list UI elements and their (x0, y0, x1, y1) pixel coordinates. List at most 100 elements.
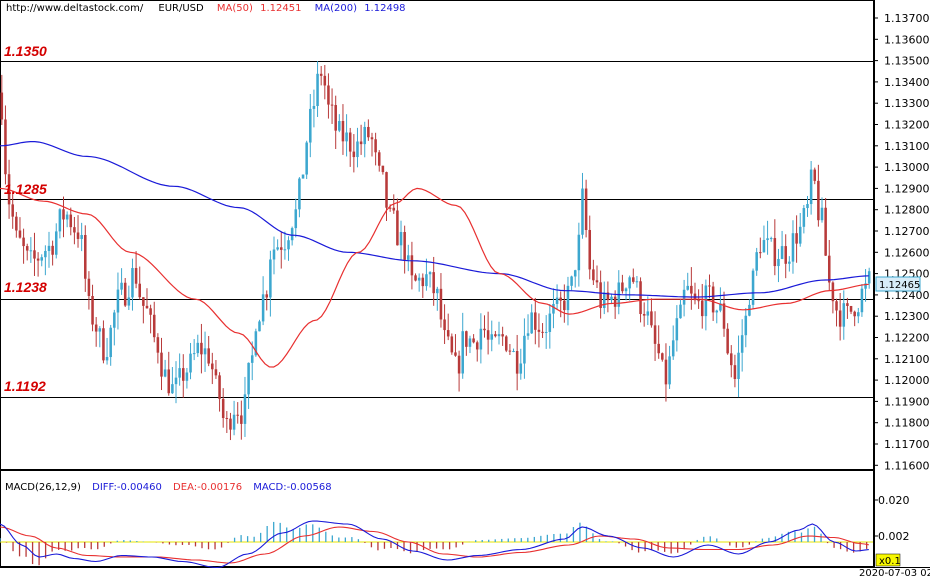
candle-body (76, 232, 80, 239)
candle-body (849, 305, 853, 312)
candle-body (309, 108, 312, 143)
candle-body (686, 285, 689, 290)
candle-body (236, 414, 239, 416)
candle-body (54, 231, 58, 255)
candle-body (22, 237, 25, 247)
candle-body (171, 384, 174, 394)
candle-body (646, 311, 650, 316)
level-label-1: 1.1350 (4, 43, 47, 59)
level-lines (0, 61, 873, 398)
macd-title: MACD(26,12,9) (5, 482, 81, 493)
candle-body (15, 216, 18, 231)
candle-body (690, 285, 693, 294)
candle-body (189, 353, 192, 373)
current-price-label: 1.12465 (879, 280, 920, 291)
macd-macd-value: MACD:-0.00568 (253, 482, 332, 493)
candle-body (192, 353, 196, 355)
candle-body (243, 394, 247, 424)
candle-body (523, 335, 526, 364)
price-tick-label: 1.12400 (884, 289, 930, 302)
candle-body (708, 285, 711, 287)
macd-header: MACD(26,12,9) DIFF:-0.00460 DEA:-0.00176… (5, 482, 332, 493)
candle-body (403, 232, 406, 260)
candle-body (864, 283, 867, 289)
candle-body (44, 250, 47, 258)
candle-body (446, 330, 450, 337)
current-price-box (875, 276, 921, 292)
candle-body (363, 126, 367, 145)
candle-body (653, 325, 657, 344)
candle-body (555, 297, 559, 304)
candle-body (668, 356, 671, 385)
price-tick-label: 1.12100 (884, 353, 930, 366)
price-tick-label: 1.13600 (884, 33, 930, 46)
candle-body (566, 285, 570, 311)
source-url[interactable]: http://www.deltastock.com/ (6, 3, 144, 14)
candle-body (182, 368, 185, 381)
candle-body (526, 333, 530, 336)
candle-body (377, 152, 381, 166)
candle-body (454, 352, 457, 356)
candle-body (69, 214, 73, 228)
candle-body (671, 340, 675, 357)
candle-body (730, 353, 733, 366)
candle-body (530, 312, 533, 334)
candle-body (174, 377, 178, 385)
candles (0, 61, 871, 441)
candle-body (610, 296, 613, 301)
candle-body (225, 417, 229, 419)
candle-body (827, 255, 831, 283)
candle-body (820, 207, 824, 221)
ma50-label: MA(50) (216, 3, 253, 14)
candle-body (711, 286, 715, 313)
macd-diff-value: DIFF:-0.00460 (92, 482, 162, 493)
candle-body (11, 204, 14, 217)
candle-body (178, 368, 181, 378)
candle-body (486, 330, 490, 340)
ma50-value: 1.12451 (260, 3, 302, 14)
candle-body (733, 365, 737, 380)
candle-body (842, 303, 846, 327)
candle-body (443, 319, 446, 331)
price-tick-label: 1.13000 (884, 161, 930, 174)
candle-body (359, 141, 363, 145)
price-tick-label: 1.12600 (884, 246, 930, 259)
candle-body (120, 282, 123, 290)
candle-body (348, 132, 352, 152)
candle-body (298, 178, 301, 210)
candle-body (428, 272, 432, 275)
candle-body (664, 359, 668, 385)
price-tick-label: 1.12300 (884, 310, 930, 323)
candle-body (846, 303, 849, 306)
candle-body (784, 246, 787, 264)
candle-body (439, 288, 443, 320)
level-label-2: 1.1285 (4, 181, 47, 197)
candle-body (94, 324, 98, 332)
candle-body (573, 270, 577, 277)
price-tick-label: 1.13700 (884, 12, 930, 25)
candle-body (773, 238, 777, 267)
candle-body (417, 277, 421, 281)
candle-body (494, 334, 497, 337)
candle-body (392, 207, 396, 211)
price-tick-label: 1.13400 (884, 76, 930, 89)
macd-scale-label: x0.1 (879, 556, 901, 567)
candle-body (602, 292, 606, 309)
chart-header: http://www.deltastock.com/ EUR/USD MA(50… (6, 3, 406, 14)
candle-body (813, 169, 817, 181)
price-tick-label: 1.13500 (884, 55, 930, 68)
candle-body (867, 271, 871, 284)
candle-body (777, 258, 780, 267)
candle-body (544, 331, 548, 333)
candle-body (853, 311, 856, 317)
candle-body (370, 137, 374, 140)
candle-body (806, 204, 809, 209)
macd-diff-line (0, 520, 869, 569)
candle-body (475, 342, 479, 350)
candle-body (563, 300, 566, 311)
candle-body (207, 348, 210, 364)
candle-body (116, 289, 120, 313)
candle-body (581, 188, 584, 235)
candle-body (399, 232, 403, 246)
